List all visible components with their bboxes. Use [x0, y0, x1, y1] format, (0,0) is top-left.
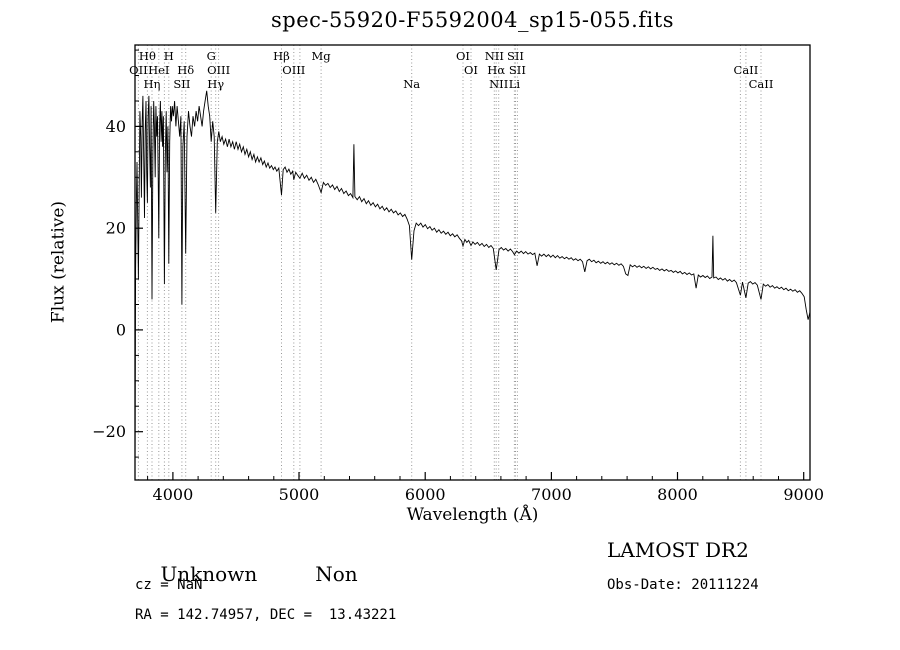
cz-line: cz = NaN	[135, 577, 203, 593]
feature-label: Hδ	[177, 63, 194, 77]
svg-text:0: 0	[116, 320, 126, 339]
feature-label: SII	[507, 49, 524, 63]
spectrum-line	[134, 90, 811, 473]
feature-label: OIII	[207, 63, 230, 77]
svg-text:9000: 9000	[783, 485, 824, 504]
feature-label: G	[207, 49, 216, 63]
survey-label: LAMOST DR2	[607, 538, 749, 562]
x-axis-ticks: 4000 5000 6000 7000 8000 9000	[147, 472, 824, 504]
feature-label: NII	[489, 77, 508, 91]
radec-line: RA = 142.74957, DEC = 13.43221	[135, 607, 397, 623]
classification-line: Unknown Non	[135, 538, 358, 610]
feature-label: NII	[485, 49, 504, 63]
svg-text:20: 20	[106, 219, 126, 238]
feature-label: Hβ	[273, 49, 290, 63]
svg-text:40: 40	[106, 117, 126, 136]
feature-label: Mg	[312, 49, 332, 63]
feature-label: HeI	[148, 63, 169, 77]
class-value: Unknown	[160, 562, 258, 586]
svg-text:−20: −20	[92, 422, 126, 441]
feature-label: OI	[464, 63, 478, 77]
feature-label: Li	[509, 77, 521, 91]
axes-box	[134, 44, 811, 481]
svg-text:8000: 8000	[657, 485, 698, 504]
chart-title: spec-55920-F5592004_sp15-055.fits	[270, 8, 674, 32]
feature-label: Na	[403, 77, 420, 91]
feature-label: Hα	[487, 63, 505, 77]
svg-text:6000: 6000	[405, 485, 446, 504]
y-axis-label: Flux (relative)	[48, 200, 69, 324]
subclass-value: Non	[315, 562, 358, 586]
feature-lines	[137, 45, 762, 480]
x-axis-label: Wavelength (Å)	[406, 505, 539, 525]
feature-label: Hθ	[139, 49, 156, 63]
feature-label: H	[164, 49, 174, 63]
svg-text:7000: 7000	[531, 485, 572, 504]
svg-text:5000: 5000	[279, 485, 320, 504]
feature-label: CaII	[734, 63, 759, 77]
y-axis-ticks: −20 0 20 40	[92, 49, 143, 458]
feature-label: Hγ	[207, 77, 224, 91]
feature-label: SII	[173, 77, 190, 91]
feature-label: OII	[129, 63, 148, 77]
svg-text:4000: 4000	[153, 485, 194, 504]
feature-label: OIII	[282, 63, 305, 77]
obs-date-line: Obs-Date: 20111224	[607, 577, 759, 593]
feature-label: CaII	[749, 77, 774, 91]
feature-label: OI	[456, 49, 470, 63]
feature-label: Hη	[144, 77, 161, 91]
feature-label: SII	[509, 63, 526, 77]
